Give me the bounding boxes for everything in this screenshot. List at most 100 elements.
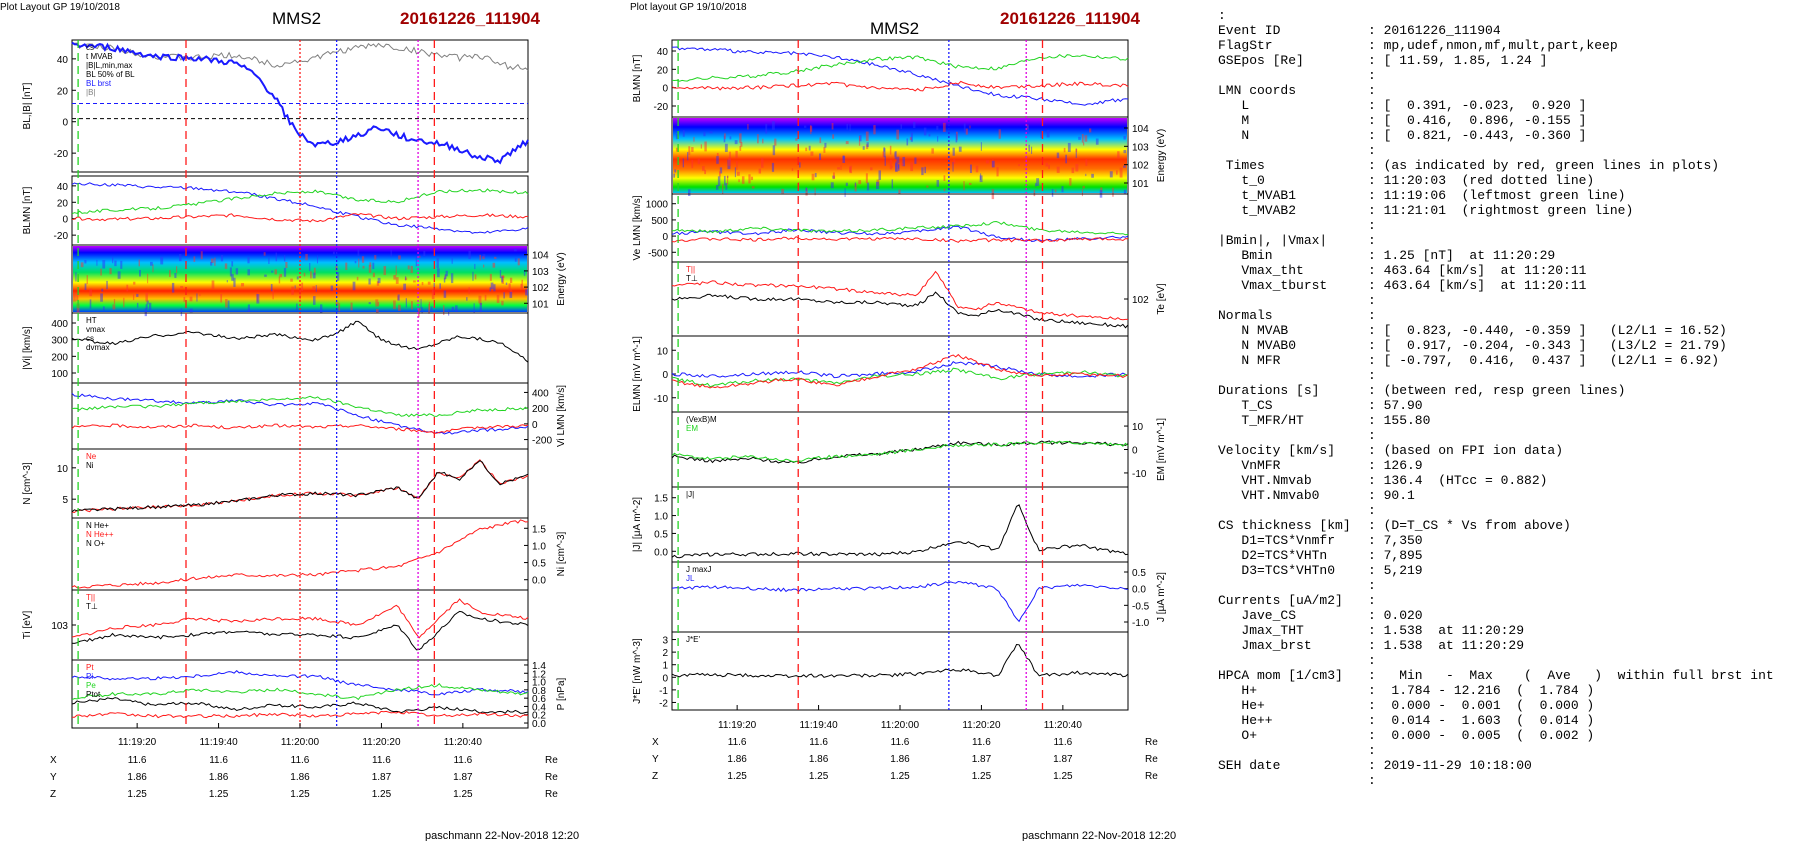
spectrogram-speckle [942, 122, 946, 132]
spectrogram-speckle [936, 180, 940, 187]
spectrogram-speckle [174, 272, 177, 278]
info-key: O+ [1218, 728, 1258, 743]
spectrogram-speckle [897, 164, 900, 171]
spectrogram-speckle [100, 268, 102, 276]
spectrogram-speckle [431, 289, 435, 300]
spectrogram-speckle [377, 302, 380, 307]
legend-entry: N He+ [86, 521, 109, 530]
y-tick-label: 100 [51, 369, 68, 380]
y-tick-label: -2 [659, 698, 668, 709]
spectrogram-speckle [493, 284, 496, 292]
spectrogram-speckle [319, 304, 323, 313]
info-row: Jmax_THT: 1.538 at 11:20:29 [1218, 623, 1802, 638]
spectrogram-speckle [357, 249, 360, 256]
spectrogram-speckle [1054, 189, 1057, 193]
y-tick-label: 1.5 [532, 524, 546, 535]
spectrogram-speckle [510, 289, 513, 293]
info-key: VHT.Nmvab0 [1218, 488, 1320, 503]
spectrogram-speckle [423, 250, 426, 257]
spectrogram-speckle [430, 306, 433, 312]
spectrogram-speckle [832, 172, 835, 179]
spectrogram-speckle [729, 151, 731, 161]
spectrogram-speckle [112, 257, 114, 264]
spectrogram-speckle [758, 168, 762, 174]
panel-3: 102 Te [eV] T||T⊥ [671, 261, 1167, 337]
spectrogram-speckle [716, 152, 719, 157]
y-tick-label: 400 [51, 319, 68, 330]
series-bm [671, 53, 1129, 82]
spectrogram-speckle [691, 147, 694, 153]
spectrogram-speckle [774, 138, 777, 146]
info-key: H+ [1218, 683, 1258, 698]
info-row: T_MFR/HT: 155.80 [1218, 413, 1802, 428]
info-key: Jmax_brst [1218, 638, 1312, 653]
y-tick-label: -0.5 [1132, 601, 1150, 612]
spectrogram-speckle [762, 138, 764, 144]
info-row: t_MVAB2: 11:21:01 (rightmost green line) [1218, 203, 1802, 218]
spectrogram-speckle [514, 248, 517, 252]
spectrogram-speckle [147, 273, 149, 284]
series-vn [671, 236, 1129, 243]
y-axis-label: N [cm^-3] [22, 462, 33, 505]
spectrogram-speckle [704, 141, 707, 152]
legend-entry: vmax [86, 325, 105, 334]
x-tick-label: 11:19:40 [799, 720, 838, 731]
info-key: Durations [s] [1218, 383, 1320, 398]
position-value: 11.6 [453, 755, 472, 766]
y-tick-label: 104 [1132, 124, 1149, 135]
spectrogram-speckle [1071, 167, 1075, 174]
spectrogram-speckle [305, 253, 308, 261]
spectrogram-speckle [1123, 136, 1126, 140]
info-row: : [1218, 143, 1802, 158]
spectrogram-speckle [1109, 171, 1113, 178]
y-axis-label: BLMN [nT] [22, 186, 33, 234]
y-tick-label: 0.0 [532, 719, 546, 730]
legend-entry: N He++ [86, 530, 114, 539]
spectrogram-speckle [501, 276, 504, 283]
y-tick-label: 40 [57, 182, 69, 193]
y-tick-label: 1.4 [532, 661, 546, 672]
spectrogram-speckle [196, 293, 198, 302]
spectrogram-speckle [139, 269, 141, 277]
panel-8: 32 10 -1-2 J*E' [nW m^-3] J*E' [632, 631, 1129, 711]
spectrogram-speckle [1025, 157, 1028, 161]
y-tick-label: 20 [57, 198, 69, 209]
legend-entry: J maxJ [686, 565, 711, 574]
info-row: He+: 0.000 - 0.001 ( 0.000 ) [1218, 698, 1802, 713]
position-value: 1.86 [727, 754, 747, 765]
spectrogram-speckle [415, 257, 417, 267]
spectrogram-speckle [278, 276, 281, 284]
info-value: : 0.000 - 0.001 ( 0.000 ) [1368, 698, 1595, 713]
spectrogram-speckle [233, 277, 236, 287]
panel-frame [671, 561, 1129, 633]
info-value: : [1368, 218, 1376, 233]
left-layout-label: Plot Layout GP 19/10/2018 [0, 2, 120, 13]
info-key: Velocity [km/s] [1218, 443, 1336, 458]
spectrogram-speckle [374, 255, 377, 260]
info-value: : [1368, 308, 1376, 323]
spectrogram-speckle [235, 268, 239, 275]
spectrogram-speckle [883, 148, 886, 158]
spectrogram-speckle [294, 285, 296, 289]
x-tick-label: 11:20:40 [444, 737, 483, 748]
spectrogram-speckle [112, 304, 116, 310]
legend-entry: Pt [86, 663, 94, 672]
spectrogram-speckle [296, 276, 299, 280]
y-axis-label: EM [mV m^-1] [1156, 418, 1167, 481]
spectrogram-speckle [896, 156, 900, 164]
position-value: 1.25 [1053, 771, 1073, 782]
spectrogram-speckle [750, 176, 754, 181]
position-value: 1.87 [372, 772, 392, 783]
info-key: N MFR [1218, 353, 1281, 368]
info-value: : 11:19:06 (leftmost green line) [1368, 188, 1626, 203]
series-pt [71, 710, 529, 719]
spectrogram-speckle [724, 143, 728, 153]
position-value: 1.87 [1053, 754, 1073, 765]
spectrogram-speckle [846, 123, 848, 130]
spectrogram-speckle [96, 259, 98, 266]
info-value: : 1.784 - 12.216 ( 1.784 ) [1368, 683, 1595, 698]
info-row: M: [ 0.416, 0.896, -0.155 ] [1218, 113, 1802, 128]
y-tick-label: -1 [659, 686, 668, 697]
spectrogram-speckle [283, 267, 287, 277]
spectrogram-speckle [814, 172, 817, 178]
